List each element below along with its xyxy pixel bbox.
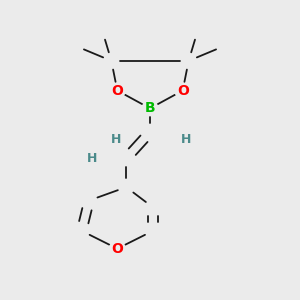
- Ellipse shape: [175, 84, 191, 97]
- Ellipse shape: [109, 242, 125, 255]
- Ellipse shape: [86, 153, 98, 164]
- Ellipse shape: [109, 84, 125, 97]
- Text: H: H: [181, 133, 191, 146]
- Text: O: O: [111, 84, 123, 98]
- Text: B: B: [145, 101, 155, 116]
- Text: O: O: [111, 242, 123, 256]
- Text: O: O: [177, 84, 189, 98]
- Text: H: H: [111, 133, 121, 146]
- Text: H: H: [87, 152, 97, 165]
- Ellipse shape: [180, 134, 192, 145]
- Ellipse shape: [110, 134, 122, 145]
- Ellipse shape: [142, 102, 158, 115]
